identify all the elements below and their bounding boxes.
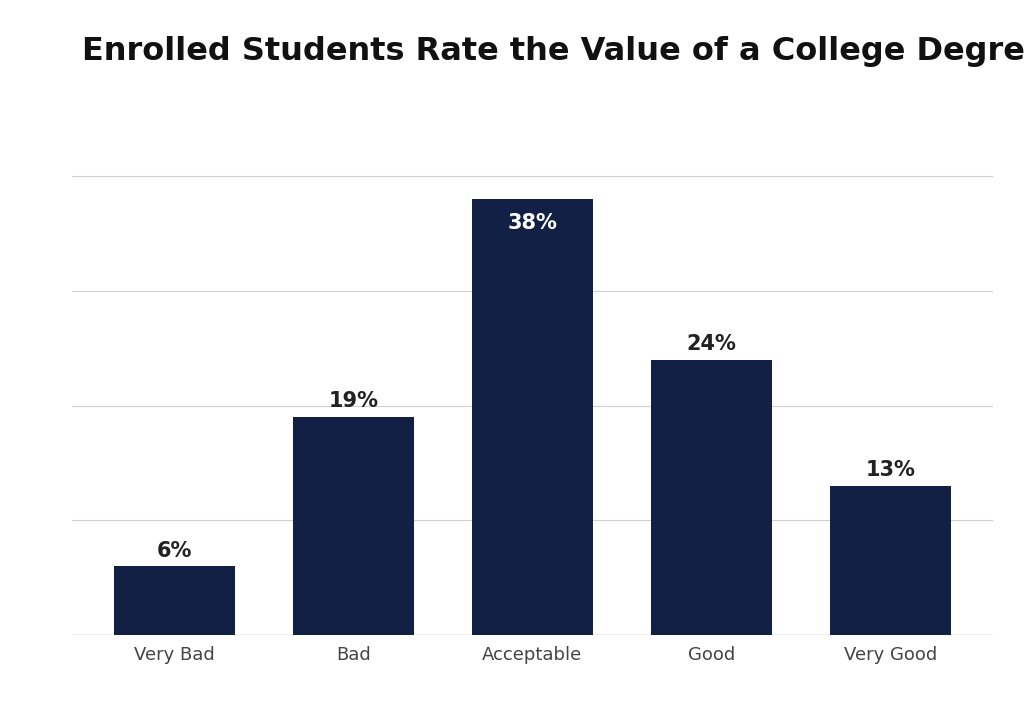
Bar xyxy=(114,567,236,635)
Text: 19%: 19% xyxy=(329,391,379,412)
Bar xyxy=(472,199,593,635)
Bar xyxy=(650,360,772,635)
Bar xyxy=(293,417,415,635)
Text: 38%: 38% xyxy=(508,213,557,232)
Text: 6%: 6% xyxy=(157,541,193,561)
Bar xyxy=(829,486,951,635)
Text: 24%: 24% xyxy=(686,334,736,354)
Text: 13%: 13% xyxy=(865,461,915,480)
Text: Enrolled Students Rate the Value of a College Degree Today: Enrolled Students Rate the Value of a Co… xyxy=(82,36,1024,67)
